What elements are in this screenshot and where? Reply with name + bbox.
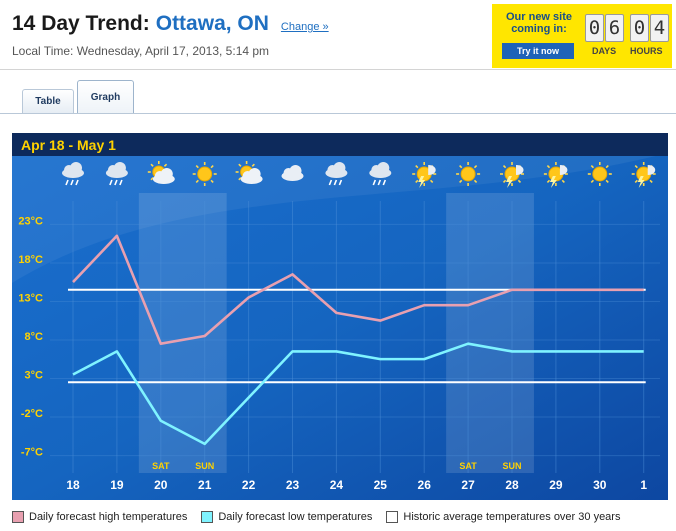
tab-graph[interactable]: Graph [77,80,134,114]
header-divider [0,69,676,70]
x-tick-label: 25 [374,478,388,492]
chart-highlight [12,133,668,283]
x-tick-label: 18 [66,478,80,492]
x-tick-label: 21 [198,478,212,492]
weekend-label: SUN [195,461,214,471]
legend-high: Daily forecast high temperatures [12,511,187,523]
sun-cloud-icon [147,161,175,184]
x-tick-label: 29 [549,478,563,492]
chart-background [12,133,668,500]
x-tick-label: 19 [110,478,124,492]
y-tick-label: 8°C [25,331,44,343]
chart-title: Apr 18 - May 1 [21,137,116,153]
sun-storm-icon [412,162,437,188]
y-tick-label: -2°C [21,408,43,420]
legend-high-label: Daily forecast high temperatures [29,511,188,523]
days-label: DAYS [592,46,617,56]
city-name: Ottawa, ON [155,12,269,35]
weekend-band [446,193,534,473]
x-tick-label: 26 [418,478,432,492]
x-tick-label: 30 [593,478,607,492]
y-tick-label: 23°C [18,215,43,227]
sun-icon [587,162,612,186]
sun-storm-icon [543,162,568,188]
low-temperature-line [72,342,644,446]
sun-icon [456,162,481,186]
promo-banner: Our new site coming in: Try it now 0 6 0… [492,4,672,68]
x-tick-label: 27 [461,478,475,492]
trend-chart: Apr 18 - May 1 23°C 18°C 13°C 8°C 3°C -2°C -7°C… [12,133,668,500]
x-tick-label: 1 [640,478,647,492]
legend-historic-swatch [386,511,399,523]
countdown-digit: 0 [585,14,604,42]
trend-chart-svg: Apr 18 - May 1 23°C 18°C 13°C 8°C 3°C -2°C -7°C… [12,133,668,500]
weekend-label: SUN [502,461,521,471]
weekend-label: SAT [152,461,170,471]
title-prefix: 14 Day Trend: [12,12,150,35]
local-time: Local Time: Wednesday, April 17, 2013, 5… [12,44,270,58]
countdown-digit: 4 [650,14,669,42]
y-tick-label: -7°C [21,447,43,459]
legend-historic: Historic average temperatures over 30 ye… [386,511,620,523]
y-tick-label: 3°C [25,370,44,382]
countdown-digit: 6 [605,14,624,42]
high-temperature-line [72,234,644,346]
countdown: 0 6 0 4 [585,14,670,42]
x-tick-label: 22 [242,478,256,492]
sun-storm-icon [631,162,656,188]
x-tick-label: 23 [286,478,300,492]
y-tick-label: 13°C [18,292,43,304]
rain-icon [325,162,348,186]
legend-historic-label: Historic average temperatures over 30 ye… [403,511,621,523]
legend-low-swatch [201,511,214,523]
chart-header-bar [12,133,668,156]
promo-line-2: coming in: [511,23,567,35]
change-location-link[interactable]: Change » [280,21,329,33]
tab-table[interactable]: Table [22,89,74,113]
try-it-now-button[interactable]: Try it now [502,43,574,59]
rain-icon [369,162,392,186]
chart-legend: Daily forecast high temperatures Daily f… [12,511,634,523]
promo-line-1: Our new site [505,11,573,23]
promo-text: Our new site coming in: [498,11,580,35]
legend-low-label: Daily forecast low temperatures [218,511,373,523]
page-title: 14 Day Trend: Ottawa, ON Change » [12,12,329,42]
x-tick-label: 20 [154,478,168,492]
countdown-digit: 0 [630,14,649,42]
rain-icon [62,162,84,186]
sun-icon [192,162,217,186]
legend-high-swatch [12,511,24,523]
sun-cloud-icon [235,161,263,184]
legend-low: Daily forecast low temperatures [201,511,372,523]
weekend-label: SAT [459,461,477,471]
cloud-icon [281,165,304,181]
sun-storm-icon [500,162,524,188]
x-tick-label: 28 [505,478,519,492]
x-tick-label: 24 [330,478,344,492]
rain-icon [105,162,128,186]
weekend-band [138,193,227,473]
hours-label: HOURS [630,46,663,56]
y-tick-label: 18°C [18,254,43,266]
tab-baseline [0,113,676,114]
